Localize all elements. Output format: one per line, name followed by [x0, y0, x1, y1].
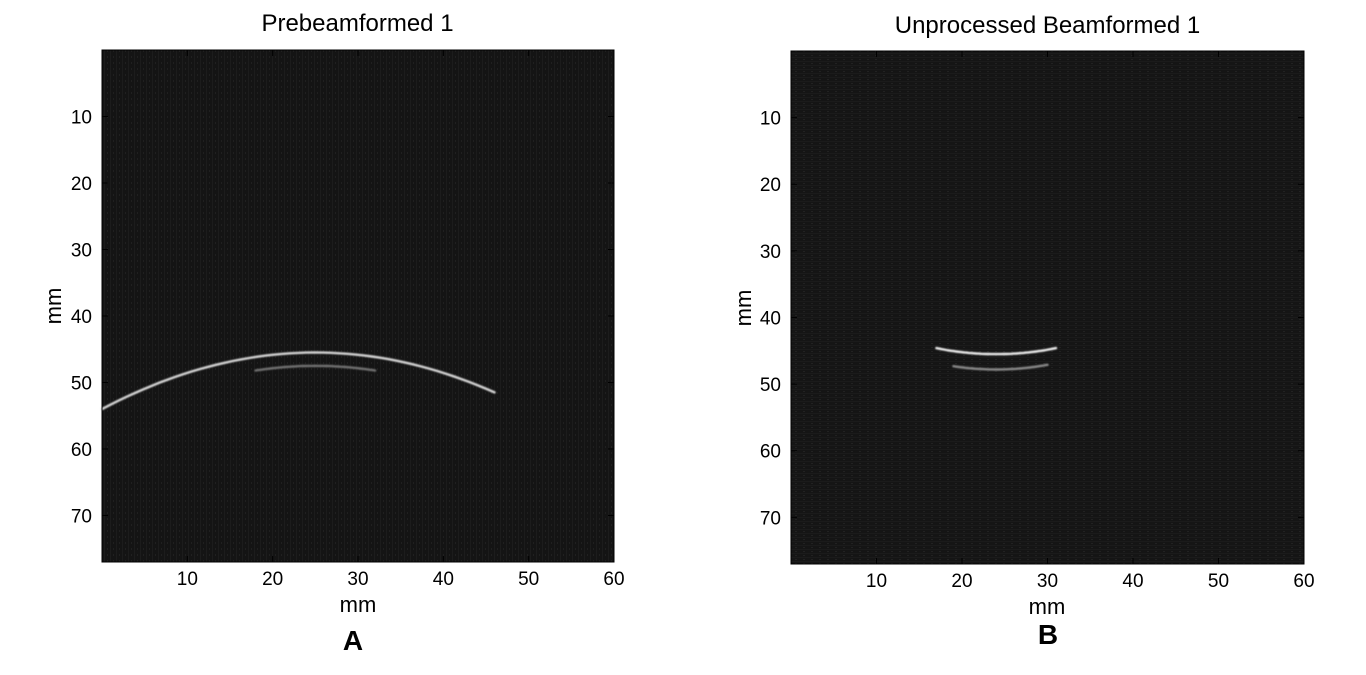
y-tick-label: 40: [760, 308, 781, 329]
y-axis: 10 20 30 40 50 60 70: [71, 107, 614, 527]
x-tick-label: 40: [1122, 571, 1143, 592]
echo-arc: [100, 351, 496, 411]
x-tick-label: 20: [951, 571, 972, 592]
x-tick-label: 60: [1293, 571, 1314, 592]
y-tick-label: 50: [760, 375, 781, 396]
x-tick-label: 10: [177, 569, 198, 590]
x-tick-label: 20: [262, 569, 283, 590]
image-features: [100, 178, 614, 411]
panel-label: A: [343, 625, 363, 656]
x-axis-label: mm: [1029, 594, 1066, 619]
y-tick-label: 20: [71, 174, 92, 195]
echo-arc: [952, 363, 1049, 371]
y-tick-label: 30: [760, 242, 781, 263]
plot-area: [102, 50, 614, 562]
panel-a: Prebeamformed 1 10 20 30 40 50 60 10 20 30 40 50 6…: [41, 10, 625, 656]
y-tick-label: 60: [71, 440, 92, 461]
panel-label: B: [1038, 619, 1058, 650]
chart-title: Prebeamformed 1: [261, 10, 453, 37]
x-tick-label: 40: [433, 569, 454, 590]
y-tick-label: 50: [71, 373, 92, 394]
y-tick-label: 40: [71, 307, 92, 328]
x-tick-label: 50: [518, 569, 539, 590]
x-axis: 10 20 30 40 50 60: [177, 50, 625, 590]
x-tick-label: 30: [347, 569, 368, 590]
plot-area: [791, 51, 1304, 564]
echo-arc: [254, 364, 377, 372]
panel-b: Unprocessed Beamformed 1 10 20 30 40 50 60 10…: [731, 12, 1315, 650]
echo-arc: [935, 346, 1058, 356]
y-tick-label: 70: [71, 506, 92, 527]
y-tick-label: 70: [760, 508, 781, 529]
chart-title: Unprocessed Beamformed 1: [895, 12, 1200, 39]
y-axis-label: mm: [731, 290, 756, 327]
x-tick-label: 50: [1208, 571, 1229, 592]
y-axis: 10 20 30 40 50 60 70: [760, 109, 1304, 529]
y-tick-label: 60: [760, 442, 781, 463]
image-features: [791, 179, 1304, 371]
x-tick-label: 30: [1037, 571, 1058, 592]
y-tick-label: 20: [760, 175, 781, 196]
y-tick-label: 10: [71, 107, 92, 128]
x-tick-label: 10: [866, 571, 887, 592]
x-tick-label: 60: [603, 569, 624, 590]
y-tick-label: 30: [71, 240, 92, 261]
y-tick-label: 10: [760, 109, 781, 130]
x-axis: 10 20 30 40 50 60: [866, 51, 1315, 592]
x-axis-label: mm: [340, 592, 377, 617]
y-axis-label: mm: [41, 288, 66, 325]
